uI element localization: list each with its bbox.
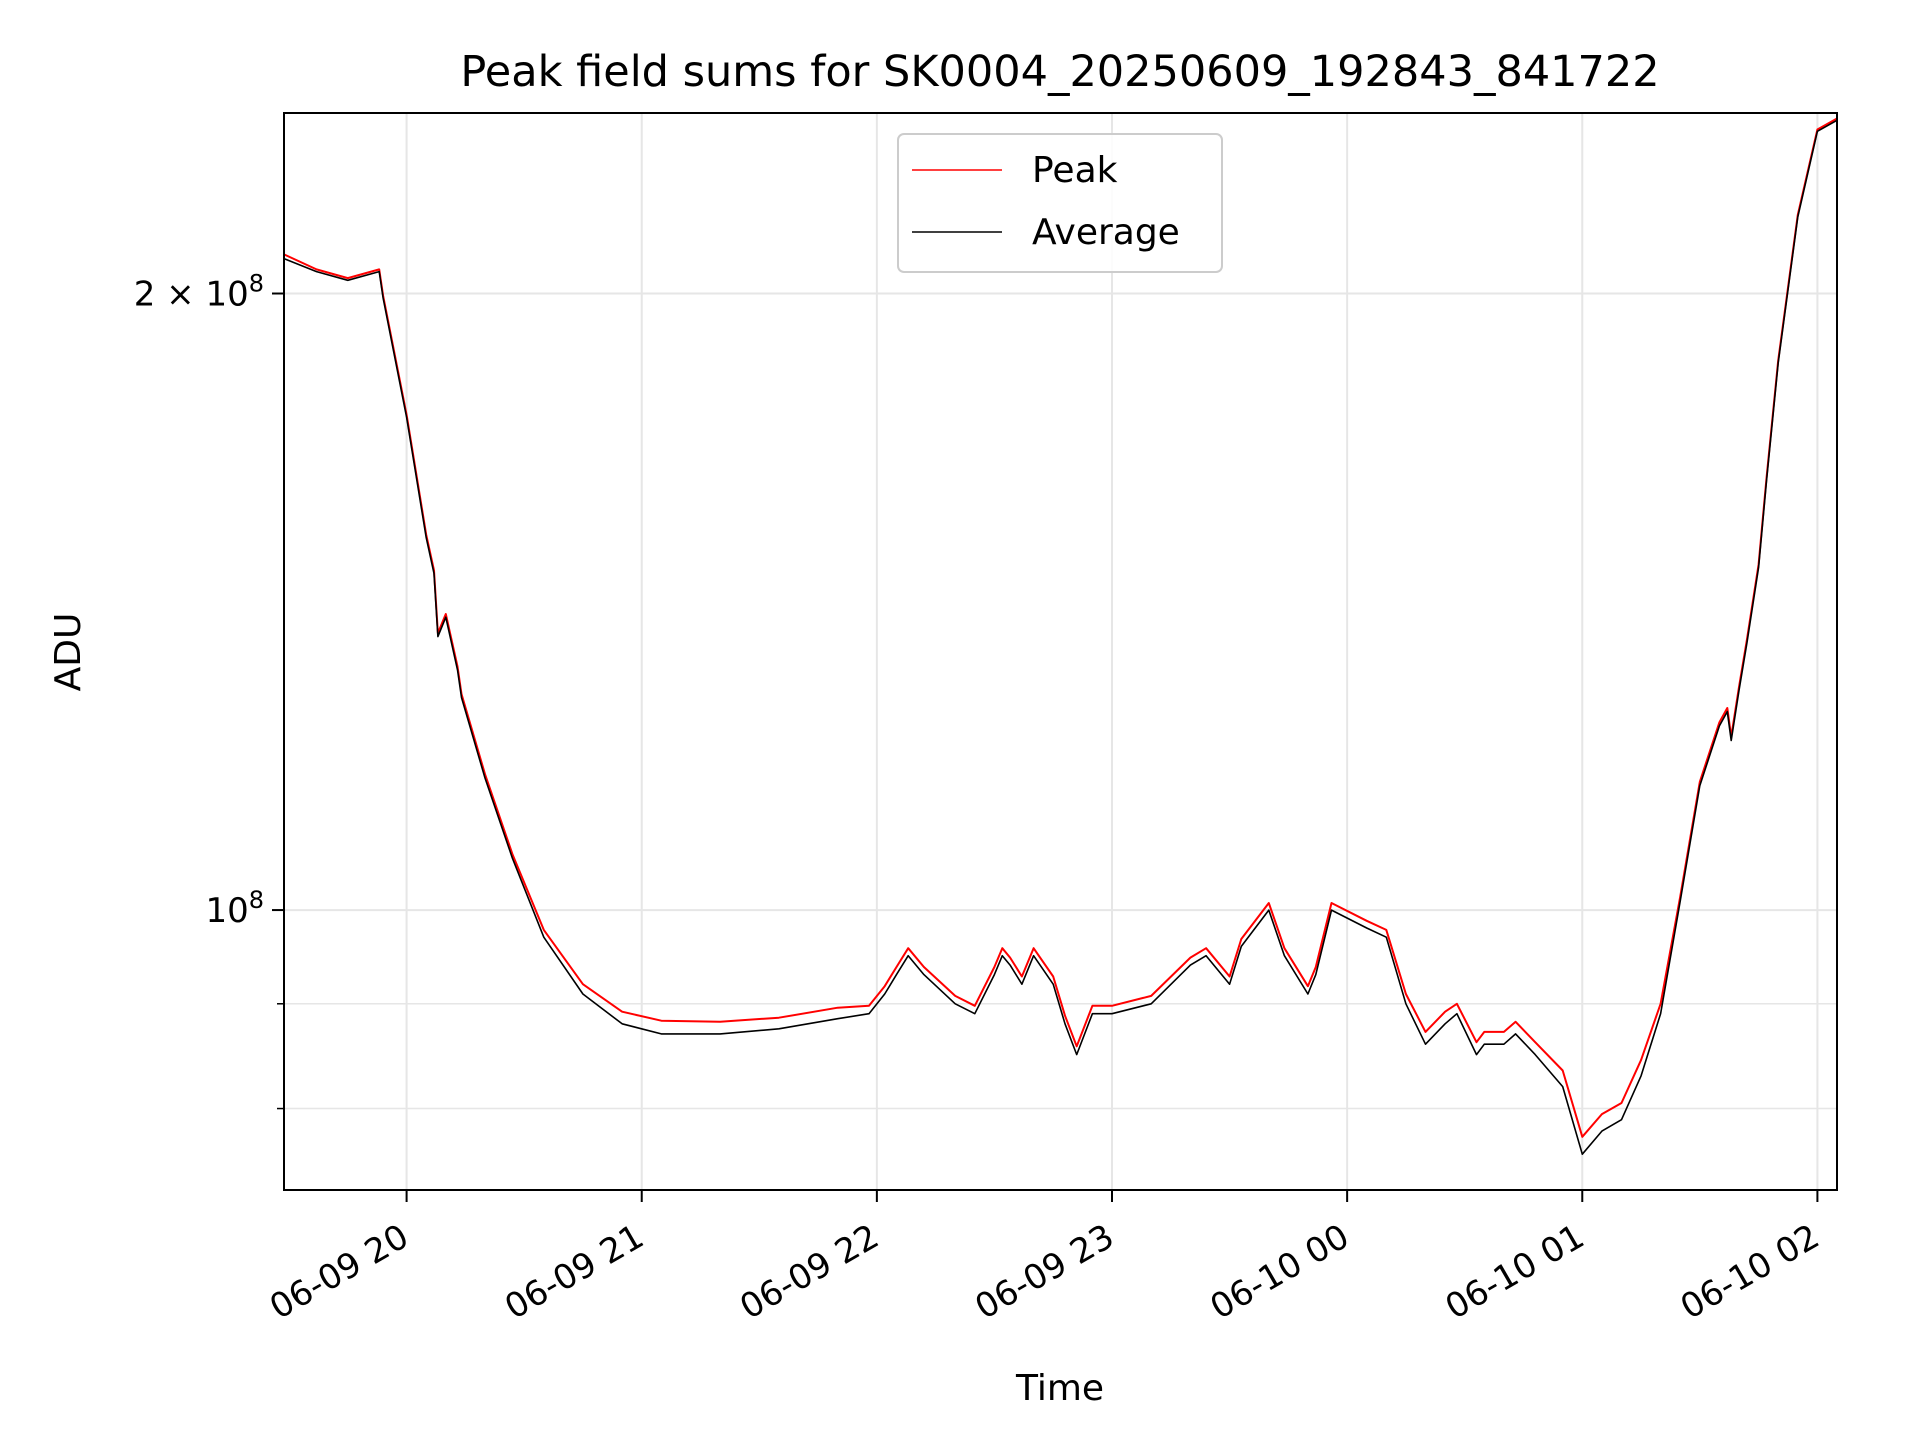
y-axis-label: ADU xyxy=(48,613,89,692)
y-axis: 108 2 × 108 xyxy=(134,270,284,1110)
series-line-average xyxy=(283,119,1838,1155)
y-tick-label: 108 xyxy=(205,886,264,931)
legend: Peak Average xyxy=(897,133,1223,273)
chart-title: Peak field sums for SK0004_20250609_1928… xyxy=(460,47,1659,97)
legend-box xyxy=(897,133,1223,273)
legend-label-average: Average xyxy=(1032,212,1180,253)
x-axis-label: Time xyxy=(1015,1368,1104,1409)
legend-label-peak: Peak xyxy=(1032,150,1118,191)
series-layer xyxy=(283,117,1838,1155)
y-tick-label: 2 × 108 xyxy=(134,270,264,315)
plot-frame xyxy=(283,112,1838,1191)
series-line-peak xyxy=(283,117,1838,1138)
